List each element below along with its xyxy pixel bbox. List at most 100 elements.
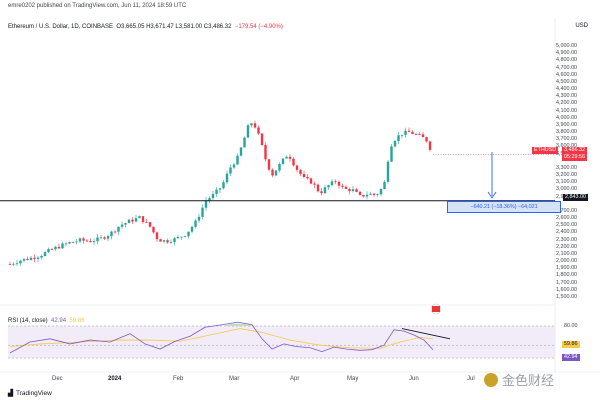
- candle-body: [327, 185, 330, 188]
- x-label-mar: Mar: [229, 376, 240, 382]
- price-tick-label: 4,100.00: [556, 107, 577, 114]
- price-tick-label: 3,600.00: [556, 143, 590, 149]
- candle-body: [285, 156, 288, 159]
- price-tick-label: 5,000.00: [556, 43, 577, 49]
- candle-body: [383, 181, 386, 190]
- rsi-legend-value: 42.94: [51, 318, 67, 324]
- candle-body: [236, 155, 239, 165]
- candle-body: [421, 134, 425, 138]
- candle-body: [306, 177, 309, 179]
- price-tick-label: 4,200.00: [556, 100, 577, 107]
- price-tick-label: 3,700.00: [556, 136, 577, 143]
- candle-body: [71, 242, 75, 243]
- candle-body: [166, 240, 169, 243]
- price-tick-label: 2,200.00: [556, 243, 577, 250]
- candle-body: [309, 178, 313, 184]
- candle-body: [54, 246, 57, 250]
- tradingview-logo[interactable]: ▟ TradingView: [8, 389, 52, 398]
- price-tick-label: 4,700.00: [556, 64, 577, 71]
- candle-body: [351, 189, 355, 191]
- candle-body: [299, 169, 302, 174]
- candle-body: [127, 219, 131, 224]
- candle-body: [8, 264, 12, 265]
- candle-body: [61, 243, 64, 249]
- candle-body: [180, 236, 183, 238]
- measure-arrow-head: [487, 191, 497, 199]
- price-tick-label: 3,300.00: [556, 164, 577, 171]
- rsi-band: [8, 326, 555, 358]
- candle-body: [239, 147, 243, 156]
- x-label-apr: Apr: [290, 376, 300, 382]
- candle-body: [43, 252, 47, 256]
- candle-body: [89, 241, 92, 243]
- price-tick-label: 1,900.00: [556, 265, 577, 272]
- price-tick-label: 4,300.00: [556, 93, 577, 100]
- candle-body: [271, 169, 274, 176]
- candle-body: [334, 181, 337, 183]
- candle-body: [302, 173, 306, 178]
- candle-body: [278, 163, 281, 171]
- candle-body: [75, 241, 78, 243]
- price-tick-label: 3,000.00: [556, 186, 577, 193]
- price-tick-label: 3,100.00: [556, 179, 577, 186]
- candle-body: [201, 207, 204, 217]
- price-tick-label: 3,900.00: [556, 121, 577, 128]
- candle-body: [106, 236, 110, 239]
- price-tick-label: 1,600.00: [556, 286, 577, 293]
- watermark: 金色财经: [484, 370, 554, 389]
- candle-body: [292, 158, 295, 166]
- candle-body: [425, 137, 428, 142]
- candle-body: [253, 123, 257, 128]
- measure-label[interactable]: −640.21 (−18.36%) −64,021: [447, 201, 561, 213]
- candle-body: [113, 231, 117, 233]
- candle-body: [316, 184, 320, 192]
- ohlc-values: O3,665.05 H3,671.47 L3,581.00 C3,486.32: [116, 24, 232, 30]
- candle-body: [29, 257, 33, 260]
- candle-body: [145, 221, 148, 223]
- symbol-legend: Ethereum / U.S. Dollar, 1D, COINBASE O3,…: [8, 24, 283, 30]
- candle-body: [92, 241, 96, 243]
- rsi-title: RSI (14, close): [8, 318, 48, 324]
- candle-body: [187, 231, 190, 237]
- candle-body: [176, 236, 180, 239]
- rsi-overbought-fill: [222, 323, 256, 326]
- event-flag-icon-fill: [432, 306, 440, 312]
- change-value: −179.54 (−4.90%): [234, 24, 283, 30]
- price-tick-label: 2,100.00: [556, 250, 577, 257]
- candle-body: [64, 243, 68, 245]
- candle-body: [131, 219, 134, 222]
- candle-body: [134, 218, 138, 222]
- candle-body: [390, 146, 393, 162]
- candle-body: [47, 249, 50, 253]
- candle-body: [57, 246, 61, 249]
- price-tick-label: 4,900.00: [556, 50, 577, 57]
- candle-body: [386, 161, 390, 182]
- candle-body: [190, 226, 194, 232]
- candle-body: [96, 237, 99, 242]
- candle-body: [264, 144, 267, 160]
- candle-body: [376, 194, 379, 196]
- price-tick-label: 4,600.00: [556, 71, 577, 78]
- candle-body: [162, 240, 166, 242]
- candle-body: [232, 164, 236, 168]
- price-tick-label: 2,400.00: [556, 229, 577, 236]
- x-label-dec: Dec: [52, 376, 63, 382]
- rsi-ma-badge: 59.86: [562, 341, 580, 348]
- candle-body: [169, 242, 173, 243]
- candle-body: [414, 133, 418, 135]
- candle-body: [362, 194, 365, 197]
- candle-body: [250, 123, 253, 126]
- candle-body: [323, 187, 327, 194]
- publish-meta: emre0202 published on TradingView.com, J…: [8, 3, 187, 9]
- candle-body: [222, 182, 225, 189]
- candle-body: [243, 137, 246, 148]
- rsi-line: [9, 321, 434, 354]
- x-label-jul: Jul: [467, 376, 475, 382]
- rsi-divergence-line: [401, 328, 451, 340]
- rsi-legend-ma: 59.86: [69, 318, 85, 324]
- candle-body: [124, 223, 127, 225]
- tv-logo-text: TradingView: [16, 389, 52, 397]
- price-tick-label: 2,700.00: [556, 207, 577, 214]
- price-tick-label: 1,500.00: [556, 294, 577, 300]
